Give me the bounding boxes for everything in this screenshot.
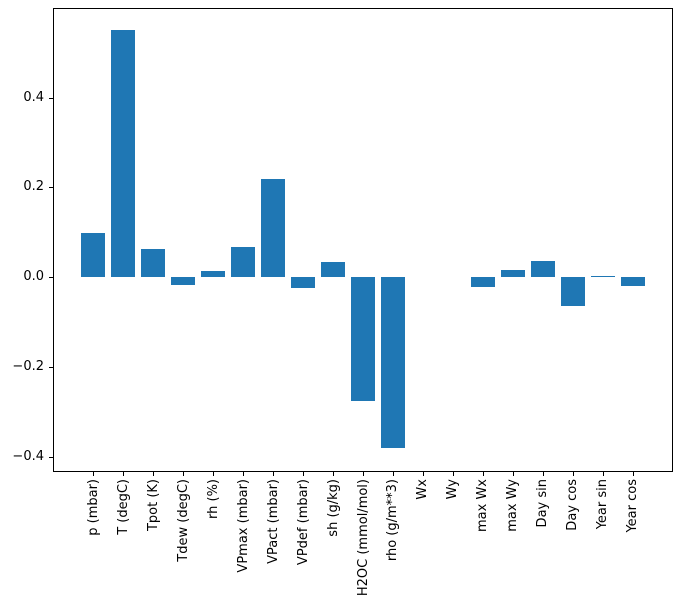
x-tick-mark	[153, 472, 155, 476]
x-tick-label-h2oc-mmol-mol: H2OC (mmol/mol)	[355, 479, 371, 597]
bar-day-cos	[560, 277, 585, 306]
bar-h2oc-mmol-mol	[351, 277, 375, 402]
x-tick-mark	[123, 472, 125, 476]
x-tick-label-vpdef-mbar: VPdef (mbar)	[295, 479, 311, 566]
x-tick-mark	[243, 472, 245, 476]
x-tick-label-wy: Wy	[445, 479, 461, 500]
bar-tdew-degc	[171, 277, 196, 285]
x-tick-mark	[512, 472, 514, 476]
y-tick-mark	[49, 187, 53, 189]
bar-sh-g-kg	[321, 262, 345, 278]
x-tick-mark	[93, 472, 95, 476]
x-tick-label-rho-g-m-3: rho (g/m**3)	[385, 479, 401, 562]
y-tick-label: 0.0	[23, 269, 44, 285]
y-tick-mark	[49, 366, 53, 368]
bar-year-sin	[590, 276, 615, 278]
y-tick-label: −0.4	[12, 448, 44, 464]
y-tick-label: 0.4	[23, 89, 44, 105]
x-tick-label-tdew-degc: Tdew (degC)	[175, 479, 191, 562]
x-tick-mark	[392, 472, 394, 476]
bar-max-wx	[470, 277, 495, 288]
bar-vpdef-mbar	[291, 277, 316, 288]
bar-vpact-mbar	[261, 178, 286, 278]
y-tick-label: 0.2	[23, 179, 44, 195]
x-tick-label-vpact-mbar: VPact (mbar)	[265, 479, 281, 564]
bar-year-cos	[620, 277, 645, 286]
bar-rh	[201, 271, 226, 278]
x-tick-label-day-sin: Day sin	[535, 479, 551, 528]
x-tick-label-year-cos: Year cos	[625, 479, 641, 533]
plot-area	[53, 8, 673, 472]
y-tick-mark	[49, 456, 53, 458]
x-tick-mark	[632, 472, 634, 476]
x-tick-mark	[273, 472, 275, 476]
x-tick-label-max-wx: max Wx	[475, 479, 491, 533]
x-tick-mark	[213, 472, 215, 476]
x-tick-mark	[572, 472, 574, 476]
x-tick-mark	[183, 472, 185, 476]
x-tick-label-max-wy: max Wy	[505, 479, 521, 532]
x-tick-label-t-degc: T (degC)	[115, 479, 131, 535]
x-tick-label-tpot-k: Tpot (K)	[145, 479, 161, 532]
bar-vpmax-mbar	[231, 246, 256, 278]
bar-t-degc	[111, 29, 136, 278]
x-tick-mark	[422, 472, 424, 476]
bar-day-sin	[530, 261, 555, 278]
bar-max-wy	[500, 269, 525, 278]
y-tick-mark	[49, 277, 53, 279]
x-tick-label-year-sin: Year sin	[595, 479, 611, 530]
x-tick-mark	[303, 472, 305, 476]
x-tick-mark	[602, 472, 604, 476]
x-tick-mark	[363, 472, 364, 476]
x-tick-mark	[452, 472, 454, 476]
x-tick-mark	[542, 472, 544, 476]
x-tick-label-wx: Wx	[415, 479, 431, 500]
x-tick-mark	[482, 472, 484, 476]
x-tick-label-sh-g-kg: sh (g/kg)	[325, 479, 341, 537]
y-tick-label: −0.2	[12, 358, 44, 374]
x-tick-label-day-cos: Day cos	[565, 479, 581, 531]
x-tick-label-p-mbar: p (mbar)	[85, 479, 101, 536]
bar-rho-g-m-3	[380, 277, 405, 449]
bar-tpot-k	[141, 248, 166, 278]
bar-p-mbar	[81, 233, 106, 278]
x-tick-label-vpmax-mbar: VPmax (mbar)	[235, 479, 251, 573]
y-tick-mark	[49, 97, 53, 99]
x-tick-mark	[333, 472, 335, 476]
x-tick-label-rh: rh (%)	[205, 479, 221, 519]
